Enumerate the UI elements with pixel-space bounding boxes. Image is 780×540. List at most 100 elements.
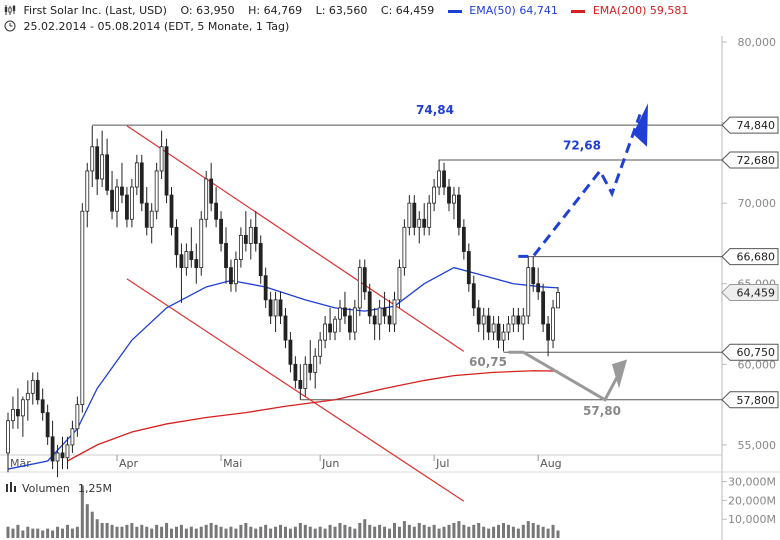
candle [184,243,189,276]
level-price-tag: 74,840 [721,116,779,134]
candles-group [6,125,560,478]
candle-body [382,307,387,317]
trend-line-lower [126,278,465,502]
candle [387,299,392,333]
volume-bar [412,526,416,538]
candle [20,396,25,437]
candle-body [347,315,352,333]
date-range: 25.02.2014 - 05.08.2014 (EDT, 5 Monate, … [23,20,290,33]
volume-bar [506,524,510,538]
level-tag-label: 74,840 [737,119,776,132]
candle [174,219,179,268]
candle [377,299,382,341]
candle-body [238,234,243,260]
candle-body [204,178,209,220]
candle [80,203,85,413]
volume-bar [348,526,352,538]
volume-bar [313,528,317,538]
candle-body [30,380,35,394]
candle [486,307,491,341]
header-row-1: First Solar Inc. (Last, USD) O: 63,950 H… [4,3,688,19]
candle [556,286,560,309]
candle-body [45,412,50,438]
candle-body [377,307,382,325]
volume-bar [531,522,535,538]
candle-body [248,226,253,244]
volume-bar [328,524,332,538]
candle [333,315,337,341]
volume-bar [407,524,411,538]
candle-body [258,243,263,277]
last-price-tag: 64,459 [721,283,779,301]
candle-body [521,315,526,325]
candle [357,259,362,316]
projection-down-arrowhead [612,359,627,389]
level-tag-label: 72,680 [737,154,776,167]
close-value: C: 64,459 [380,4,435,17]
candle [243,211,248,252]
candle-body [214,202,219,220]
open-value: O: 63,950 [180,4,235,17]
candle-body [144,202,149,228]
candle-body [115,186,119,212]
candle-body [338,307,342,320]
candle-body [219,218,223,244]
candle-body [184,251,189,269]
volume-bar [397,526,401,538]
candle-body [516,315,521,325]
volume-bar [303,524,307,538]
candle [526,256,531,325]
x-tick-label: Apr [119,457,139,470]
volume-bar [363,519,367,538]
candle-body [80,210,85,405]
volume-bar [298,522,302,538]
projection-up-arrowhead [633,103,648,147]
candle-body [437,170,441,188]
price-annotation: 72,68 [563,139,601,153]
candle-body [531,267,536,285]
candle-body [466,251,471,285]
ema200-label: EMA(200) [592,4,647,17]
volume-bar [447,524,451,538]
volume-bar [41,530,45,538]
x-tick-label: Mai [223,457,242,470]
candle-body [243,234,248,244]
candle-body [40,399,45,414]
volume-bar [70,528,74,538]
candle [50,420,55,470]
candle-body [209,178,214,204]
candle [120,162,124,204]
candle-body [293,363,298,381]
volume-bar [80,485,84,538]
volume-bar [179,524,183,538]
candle-body [159,146,164,172]
candle [447,178,451,212]
volume-bar [338,522,342,538]
candle [481,307,486,341]
candle-body [471,283,476,309]
candle [149,203,154,244]
candlestick-icon[interactable] [4,4,16,16]
candle-body [357,267,362,309]
candle [229,259,233,292]
candle [85,162,90,228]
candle [139,154,144,212]
candle-body [154,170,159,212]
volume-bar [184,528,188,538]
candle-body [149,210,154,228]
candle [159,130,164,179]
volume-bar [283,526,287,538]
volume-bar [402,521,406,538]
candle-body [90,146,95,172]
candle [293,356,298,389]
volume-bar [511,526,515,538]
candle [457,187,461,236]
candle-body [268,299,273,317]
candle-body [511,315,516,325]
candle-body [303,363,308,389]
candle-body [496,323,501,341]
price-annotation: 57,80 [583,404,621,418]
candle [95,138,100,196]
candle [417,211,422,244]
